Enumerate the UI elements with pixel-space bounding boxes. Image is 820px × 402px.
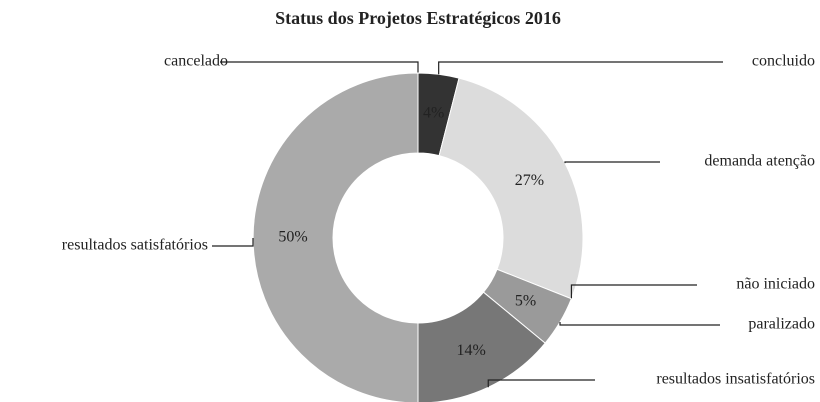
data-label: 27%	[515, 172, 544, 189]
category-label: cancelado	[164, 53, 228, 70]
category-label: não iniciado	[736, 276, 815, 293]
category-label: concluido	[752, 53, 815, 70]
leader-line	[564, 161, 660, 164]
chart-title: Status dos Projetos Estratégicos 2016	[275, 8, 561, 28]
donut-slice	[417, 291, 546, 402]
category-label: demanda atenção	[704, 153, 815, 170]
leader-line	[570, 284, 697, 299]
donut-slice	[252, 72, 419, 402]
category-label: resultados satisfatórios	[62, 237, 208, 254]
leader-line	[438, 61, 723, 75]
data-label: 4%	[423, 105, 444, 122]
donut-slice	[438, 77, 584, 300]
category-label: resultados insatisfatórios	[656, 371, 815, 388]
data-label: 50%	[278, 229, 307, 246]
leader-line	[559, 321, 720, 326]
data-label: 14%	[457, 342, 486, 359]
data-label: 5%	[515, 292, 536, 309]
category-label: paralizado	[748, 316, 815, 333]
leader-line	[487, 379, 595, 388]
leader-line	[220, 61, 419, 73]
leader-line	[212, 238, 254, 247]
